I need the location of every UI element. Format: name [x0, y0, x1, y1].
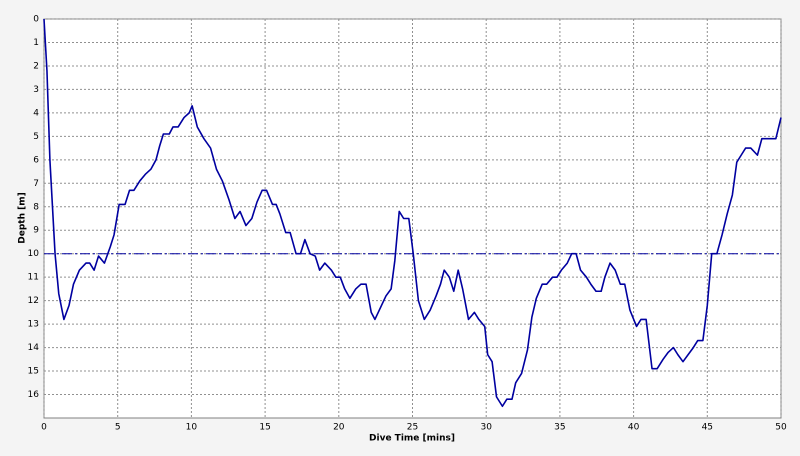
x-tick-label: 35 — [554, 423, 565, 433]
x-tick-label: 5 — [115, 423, 121, 433]
x-tick-label: 30 — [480, 423, 492, 433]
x-tick-label: 20 — [333, 423, 345, 433]
y-tick-label: 15 — [28, 367, 39, 377]
y-tick-label: 12 — [28, 296, 39, 306]
x-tick-label: 10 — [186, 423, 198, 433]
y-tick-label: 14 — [28, 343, 40, 353]
y-tick-label: 7 — [33, 179, 39, 189]
y-tick-label: 3 — [33, 85, 39, 95]
x-tick-label: 15 — [259, 423, 270, 433]
y-tick-label: 6 — [33, 155, 39, 165]
plot-area — [43, 18, 782, 419]
y-tick-label: 11 — [28, 273, 39, 283]
x-tick-label: 45 — [702, 423, 713, 433]
x-tick-label: 25 — [407, 423, 418, 433]
y-tick-label: 4 — [33, 108, 39, 118]
y-tick-label: 0 — [33, 15, 39, 25]
y-tick-label: 8 — [33, 202, 39, 212]
depth-line — [43, 18, 782, 408]
y-axis-label: Depth [m] — [18, 192, 28, 243]
x-axis-label: Dive Time [mins] — [369, 434, 455, 444]
x-tick-label: 40 — [628, 423, 640, 433]
x-tick-label: 0 — [41, 423, 47, 433]
y-tick-label: 1 — [33, 38, 39, 48]
y-tick-label: 5 — [33, 132, 39, 142]
y-tick-label: 16 — [28, 390, 40, 400]
y-tick-label: 13 — [28, 320, 39, 330]
y-tick-label: 9 — [33, 226, 39, 236]
y-tick-label: 10 — [28, 249, 40, 259]
y-tick-label: 2 — [33, 61, 39, 71]
x-tick-label: 50 — [775, 423, 787, 433]
